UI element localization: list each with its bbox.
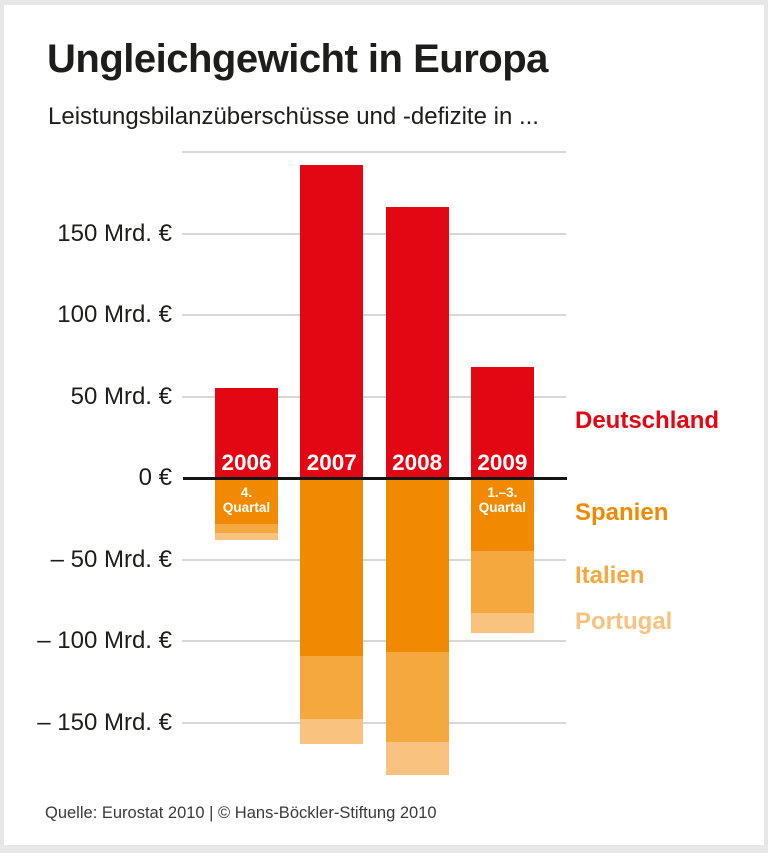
y-tick-label-100: 100 Mrd. € (57, 301, 172, 328)
y-tick-label--150: – 150 Mrd. € (37, 708, 172, 736)
bar-spanien-2009 (470, 478, 534, 552)
bar-portugal-2006 (215, 533, 278, 540)
quarter-note-2009: 1.–3. Quartal (478, 485, 527, 515)
legend-spanien: Spanien (575, 499, 669, 526)
year-label-2009: 2009 (477, 450, 528, 475)
bar-portugal-2007 (300, 719, 364, 744)
year-label-2006: 2006 (221, 450, 272, 475)
gridline-200 (182, 151, 566, 153)
year-label-2007: 2007 (306, 450, 357, 475)
gridline--50 (182, 558, 566, 561)
bar-deutschland-2009 (470, 367, 534, 478)
gridline-100 (182, 314, 566, 316)
bar-deutschland-2007 (300, 165, 364, 478)
bar-italien-2008 (385, 652, 449, 743)
page-title: Ungleichgewicht in Europa (47, 37, 548, 81)
bar-spanien-2006 (215, 478, 278, 524)
year-label-2008: 2008 (392, 450, 443, 475)
legend-italien: Italien (575, 562, 645, 589)
legend-portugal: Portugal (575, 608, 673, 635)
y-tick-label--50: – 50 Mrd. € (50, 545, 172, 573)
gridline-150 (182, 232, 566, 235)
bar-italien-2007 (300, 655, 364, 720)
gridline--100 (182, 640, 566, 642)
bar-deutschland-2008 (385, 207, 449, 478)
legend-deutschland: Deutschland (575, 407, 720, 434)
bar-portugal-2008 (385, 742, 449, 775)
bar-italien-2006 (215, 523, 278, 534)
quarter-note-2006: 4. Quartal (222, 485, 271, 515)
bar-portugal-2009 (470, 613, 534, 633)
bar-spanien-2008 (385, 478, 449, 653)
gridline--150 (182, 721, 566, 724)
source-note: Quelle: Eurostat 2010 | © Hans-Böckler-S… (45, 804, 437, 822)
bar-italien-2009 (470, 551, 534, 614)
y-tick-label-0: 0 € (138, 464, 172, 491)
y-tick-label--100: – 100 Mrd. € (37, 627, 172, 654)
y-tick-label-50: 50 Mrd. € (70, 382, 172, 410)
bar-deutschland-2006 (215, 388, 278, 478)
y-tick-label-150: 150 Mrd. € (57, 219, 172, 247)
gridline-50 (182, 395, 566, 398)
bar-spanien-2007 (300, 478, 364, 656)
infographic-card (4, 5, 764, 845)
chart-subtitle: Leistungsbilanzüberschüsse und -defizite… (48, 103, 539, 130)
x-axis-zero-line (183, 477, 567, 480)
